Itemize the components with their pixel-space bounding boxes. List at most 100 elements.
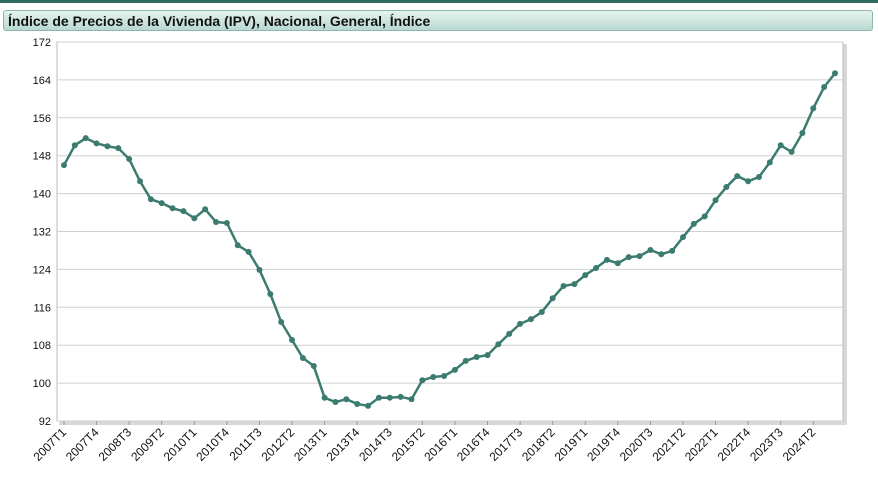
marker (169, 205, 176, 212)
marker (299, 354, 306, 361)
marker (484, 352, 491, 359)
marker (636, 253, 643, 260)
marker (82, 135, 89, 142)
x-tick-label: 2013T4 (324, 425, 363, 464)
x-tick-label: 2016T1 (421, 425, 460, 464)
marker (419, 377, 426, 384)
marker (517, 320, 524, 327)
marker (745, 178, 752, 185)
y-tick-label: 108 (33, 340, 51, 352)
marker (245, 248, 252, 255)
marker (375, 394, 382, 401)
marker (755, 174, 762, 181)
chart-title: Índice de Precios de la Vivienda (IPV), … (8, 13, 431, 29)
x-tick-label: 2022T4 (715, 425, 754, 464)
marker (690, 220, 697, 227)
marker (777, 142, 784, 149)
marker (669, 247, 676, 254)
marker (354, 400, 361, 407)
marker (147, 196, 154, 203)
x-tick-label: 2010T4 (193, 425, 232, 464)
marker (93, 140, 100, 147)
marker (104, 143, 111, 150)
x-tick-label: 2009T2 (128, 425, 167, 464)
y-tick-label: 148 (33, 151, 51, 163)
marker (810, 105, 817, 112)
marker (223, 219, 230, 226)
marker (506, 330, 513, 337)
marker (441, 372, 448, 379)
marker (451, 366, 458, 373)
marker (71, 142, 78, 149)
y-tick-label: 116 (33, 302, 51, 314)
marker (115, 145, 122, 152)
marker (278, 318, 285, 325)
marker (343, 396, 350, 403)
marker (213, 219, 220, 226)
x-tick-label: 2019T1 (552, 425, 591, 464)
marker (560, 282, 567, 289)
marker (821, 84, 828, 91)
marker (832, 70, 838, 77)
marker (365, 402, 372, 409)
marker (582, 272, 589, 279)
marker (538, 309, 545, 316)
marker (614, 260, 621, 267)
marker (462, 357, 469, 364)
marker (310, 363, 317, 370)
marker (549, 295, 556, 302)
x-tick-label: 2018T2 (519, 425, 558, 464)
marker (256, 266, 263, 273)
marker (723, 183, 730, 190)
marker (712, 197, 719, 204)
marker (701, 213, 708, 220)
chart: 921001081161241321401481561641722007T120… (30, 37, 847, 464)
marker (397, 393, 404, 400)
marker (625, 254, 632, 261)
x-tick-label: 2010T1 (161, 425, 200, 464)
x-tick-label: 2014T3 (356, 425, 395, 464)
x-tick-label: 2020T3 (617, 425, 656, 464)
marker (332, 399, 339, 406)
marker (647, 246, 654, 253)
marker (788, 148, 795, 155)
marker (180, 208, 187, 215)
x-tick-label: 2024T2 (780, 425, 819, 464)
x-tick-label: 2007T1 (30, 425, 69, 464)
marker (766, 159, 773, 166)
marker (430, 373, 437, 380)
marker (137, 178, 144, 185)
header: Índice de Precios de la Vivienda (IPV), … (3, 10, 873, 31)
marker (289, 336, 296, 343)
marker (658, 251, 665, 258)
marker (495, 341, 502, 348)
marker (799, 129, 806, 136)
marker (571, 281, 578, 288)
marker (321, 394, 328, 401)
marker (202, 206, 209, 213)
x-tick-label: 2021T2 (649, 425, 688, 464)
y-tick-label: 140 (33, 189, 51, 201)
marker (603, 256, 610, 263)
top-bar (0, 0, 878, 3)
y-tick-label: 92 (39, 416, 51, 428)
x-tick-label: 2008T3 (96, 425, 135, 464)
x-tick-label: 2016T4 (454, 425, 493, 464)
marker (386, 394, 393, 401)
x-tick-label: 2011T3 (227, 425, 265, 463)
x-tick-label: 2017T3 (487, 425, 526, 464)
marker (679, 234, 686, 241)
marker (234, 242, 241, 249)
marker (191, 215, 198, 222)
y-tick-label: 164 (33, 75, 51, 87)
marker (527, 316, 534, 323)
marker (473, 354, 480, 361)
x-tick-label: 2022T1 (682, 425, 721, 464)
x-tick-label: 2007T4 (63, 425, 102, 464)
y-tick-label: 156 (33, 113, 51, 125)
x-tick-label: 2012T2 (258, 425, 297, 464)
marker (158, 200, 165, 207)
x-tick-label: 2013T1 (291, 425, 330, 464)
marker (734, 173, 741, 180)
